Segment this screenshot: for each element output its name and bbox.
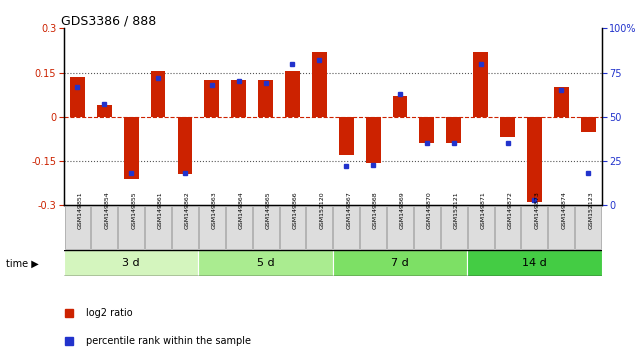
Text: GSM149851: GSM149851	[77, 191, 83, 229]
Bar	[446, 117, 461, 143]
Bar	[258, 80, 273, 117]
FancyBboxPatch shape	[495, 206, 520, 249]
Text: 5 d: 5 d	[257, 258, 275, 268]
FancyBboxPatch shape	[387, 206, 413, 249]
FancyBboxPatch shape	[307, 206, 332, 249]
Bar	[312, 52, 327, 117]
FancyBboxPatch shape	[226, 206, 252, 249]
Bar	[285, 71, 300, 117]
Text: GSM149864: GSM149864	[239, 191, 244, 229]
Text: GSM149873: GSM149873	[534, 191, 540, 229]
Text: GSM149862: GSM149862	[185, 191, 190, 229]
Text: GDS3386 / 888: GDS3386 / 888	[61, 14, 157, 27]
Bar	[124, 117, 139, 179]
FancyBboxPatch shape	[253, 206, 278, 249]
Text: GSM149866: GSM149866	[292, 191, 298, 229]
Text: 3 d: 3 d	[122, 258, 140, 268]
FancyBboxPatch shape	[145, 206, 171, 249]
Bar	[97, 105, 112, 117]
FancyBboxPatch shape	[172, 206, 198, 249]
Text: percentile rank within the sample: percentile rank within the sample	[86, 336, 250, 346]
Text: 7 d: 7 d	[391, 258, 409, 268]
Text: log2 ratio: log2 ratio	[86, 308, 132, 318]
Bar	[339, 117, 354, 155]
Text: GSM152121: GSM152121	[454, 191, 459, 229]
FancyBboxPatch shape	[280, 206, 305, 249]
Text: GSM152123: GSM152123	[588, 191, 593, 229]
FancyBboxPatch shape	[360, 206, 386, 249]
Text: GSM149869: GSM149869	[400, 191, 405, 229]
Bar	[231, 80, 246, 117]
Text: GSM152120: GSM152120	[319, 191, 324, 229]
FancyBboxPatch shape	[548, 206, 574, 249]
Bar	[500, 117, 515, 137]
FancyBboxPatch shape	[64, 250, 198, 276]
FancyBboxPatch shape	[333, 250, 467, 276]
FancyBboxPatch shape	[414, 206, 440, 249]
Text: GSM149872: GSM149872	[508, 191, 513, 229]
Bar	[365, 117, 381, 162]
FancyBboxPatch shape	[198, 250, 333, 276]
Text: GSM149854: GSM149854	[104, 191, 109, 229]
Text: GSM149870: GSM149870	[427, 191, 432, 229]
FancyBboxPatch shape	[333, 206, 359, 249]
Bar	[150, 71, 166, 117]
Bar	[527, 117, 542, 202]
Text: GSM149855: GSM149855	[131, 191, 136, 229]
FancyBboxPatch shape	[118, 206, 144, 249]
FancyBboxPatch shape	[65, 206, 90, 249]
Text: GSM149868: GSM149868	[373, 191, 378, 229]
FancyBboxPatch shape	[92, 206, 117, 249]
Bar	[580, 117, 596, 132]
Text: GSM149867: GSM149867	[346, 191, 351, 229]
Bar	[70, 77, 85, 117]
Bar	[473, 52, 488, 117]
Bar	[204, 80, 220, 117]
Bar	[177, 117, 193, 175]
Bar	[392, 96, 408, 117]
Text: GSM149874: GSM149874	[561, 191, 566, 229]
Text: 14 d: 14 d	[522, 258, 547, 268]
FancyBboxPatch shape	[467, 250, 602, 276]
FancyBboxPatch shape	[468, 206, 493, 249]
FancyBboxPatch shape	[199, 206, 225, 249]
Text: GSM149863: GSM149863	[212, 191, 217, 229]
FancyBboxPatch shape	[575, 206, 601, 249]
Bar	[419, 117, 435, 143]
FancyBboxPatch shape	[441, 206, 467, 249]
Text: GSM149865: GSM149865	[266, 191, 271, 229]
Bar	[554, 87, 569, 117]
FancyBboxPatch shape	[522, 206, 547, 249]
Text: GSM149861: GSM149861	[158, 191, 163, 229]
Text: GSM149871: GSM149871	[481, 191, 486, 229]
Text: time ▶: time ▶	[6, 259, 39, 269]
